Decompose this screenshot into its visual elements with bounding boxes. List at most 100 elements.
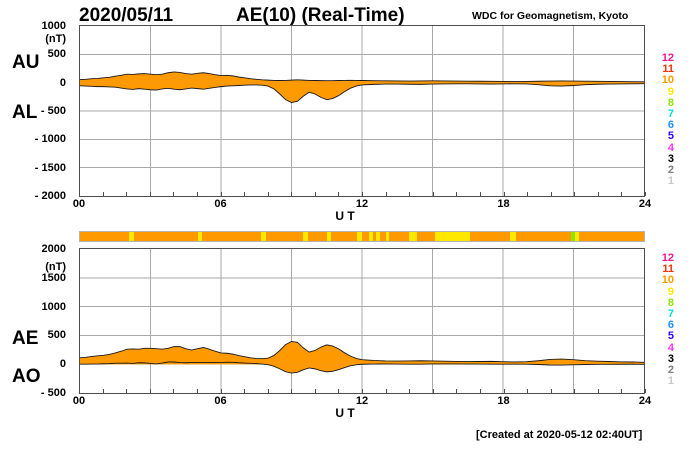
x-tick-mark <box>338 389 340 393</box>
x-tick-mark <box>362 389 363 393</box>
y-tick-label: 1500 <box>41 271 66 284</box>
au-al-plot-area <box>79 25 645 197</box>
y-tick-label: - 1500 <box>34 161 66 174</box>
x-tick-mark <box>503 192 505 196</box>
x-tick-mark <box>385 192 387 196</box>
legend-level-5: 5 <box>667 330 674 343</box>
legend-level-9: 9 <box>667 85 674 98</box>
x-tick-mark <box>645 192 646 196</box>
color-bar-segment <box>409 232 418 241</box>
legend-level-8: 8 <box>667 96 674 109</box>
legend-level-9: 9 <box>667 285 674 298</box>
x-tick-mark <box>149 389 151 393</box>
x-tick-mark <box>173 192 175 196</box>
x-tick-mark <box>503 389 505 393</box>
x-tick-mark <box>574 389 576 393</box>
y-tick-label: - 1000 <box>34 133 66 146</box>
x-tick-label: 00 <box>72 395 86 407</box>
ae-label-text: AE <box>12 328 39 349</box>
ae-ao-trace <box>80 249 644 393</box>
x-tick-mark <box>456 389 458 393</box>
ae-ao-unit-text: (nT) <box>45 261 66 273</box>
color-bar-segment <box>357 232 362 241</box>
y-tick-label: 2000 <box>41 243 66 255</box>
x-tick-mark <box>621 389 623 393</box>
al-label: AL <box>12 102 37 124</box>
x-tick-mark <box>527 192 529 196</box>
y-tick-label: - 2000 <box>34 190 66 202</box>
color-bar-segment <box>571 232 575 241</box>
au-label-text: AU <box>12 52 40 73</box>
legend-level-7: 7 <box>667 108 674 121</box>
legend-level-3: 3 <box>667 352 674 365</box>
color-bar-segment <box>510 232 516 241</box>
color-bar-segment <box>260 232 266 241</box>
al-label-text: AL <box>12 102 38 123</box>
y-tick-label: - 500 <box>40 105 66 117</box>
x-tick-mark <box>220 389 222 393</box>
legend-level-2: 2 <box>667 164 674 177</box>
x-tick-label: 12 <box>355 395 369 407</box>
x-tick-mark <box>267 192 269 196</box>
x-tick-mark <box>527 389 529 393</box>
au-al-color-legend: 12 11 10 9 8 7 6 5 4 3 2 1 <box>656 52 674 188</box>
legend-level-3: 3 <box>667 152 674 165</box>
x-tick-mark <box>220 192 222 196</box>
ae-ao-plot-area <box>79 248 645 394</box>
ae-ao-x-axis-title: U T <box>335 406 355 420</box>
color-bar-segment <box>434 232 471 241</box>
ae-ao-color-legend: 12 11 10 9 8 7 6 5 4 3 2 1 <box>656 252 674 387</box>
x-tick-mark <box>79 192 80 196</box>
x-tick-mark <box>267 389 269 393</box>
color-bar-segment <box>326 232 332 241</box>
color-bar-segment <box>197 232 203 241</box>
x-tick-mark <box>102 192 104 196</box>
x-tick-mark <box>645 389 646 393</box>
ae-label: AE <box>12 328 38 350</box>
x-tick-mark <box>173 389 175 393</box>
x-tick-label: 18 <box>497 395 510 407</box>
color-bar-segment <box>129 232 135 241</box>
x-tick-mark <box>149 192 151 196</box>
legend-level-1: 1 <box>667 175 674 188</box>
x-tick-label: 18 <box>497 198 510 210</box>
legend-level-11: 11 <box>662 263 674 276</box>
x-tick-mark <box>314 192 316 196</box>
x-tick-mark <box>409 192 411 196</box>
color-bar-segment <box>385 232 390 241</box>
legend-level-5: 5 <box>667 130 674 143</box>
x-tick-mark <box>550 389 552 393</box>
x-tick-mark <box>314 389 316 393</box>
x-tick-mark <box>79 389 80 393</box>
legend-level-4: 4 <box>667 141 674 154</box>
x-tick-mark <box>432 192 434 196</box>
y-tick-label: 0 <box>59 76 66 89</box>
x-tick-mark <box>291 389 293 393</box>
x-tick-mark <box>196 192 198 196</box>
color-bar-segment <box>376 232 380 241</box>
au-al-x-axis-title: U T <box>335 209 355 223</box>
x-tick-mark <box>291 192 293 196</box>
au-label: AU <box>12 52 39 74</box>
legend-level-2: 2 <box>667 364 674 377</box>
x-tick-mark <box>102 389 104 393</box>
x-tick-mark <box>479 192 481 196</box>
x-tick-mark <box>432 389 434 393</box>
x-tick-label: 12 <box>355 198 369 210</box>
y-tick-label: 0 <box>59 358 66 371</box>
ao-label: AO <box>12 366 41 388</box>
source-attribution: WDC for Geomagnetism, Kyoto <box>472 10 629 22</box>
legend-level-10: 10 <box>661 74 674 87</box>
x-tick-mark <box>479 389 481 393</box>
legend-level-8: 8 <box>667 296 674 309</box>
color-bar-segment <box>369 232 373 241</box>
page-title-index: AE(10) (Real-Time) <box>236 5 405 26</box>
y-tick-label: - 500 <box>40 387 66 399</box>
ao-label-text: AO <box>12 366 41 387</box>
x-tick-mark <box>126 389 128 393</box>
legend-level-12: 12 <box>661 252 674 264</box>
legend-level-11: 11 <box>662 63 674 76</box>
page-title-date: 2020/05/11 <box>79 5 174 26</box>
x-tick-label: 06 <box>214 198 227 210</box>
x-tick-mark <box>385 389 387 393</box>
